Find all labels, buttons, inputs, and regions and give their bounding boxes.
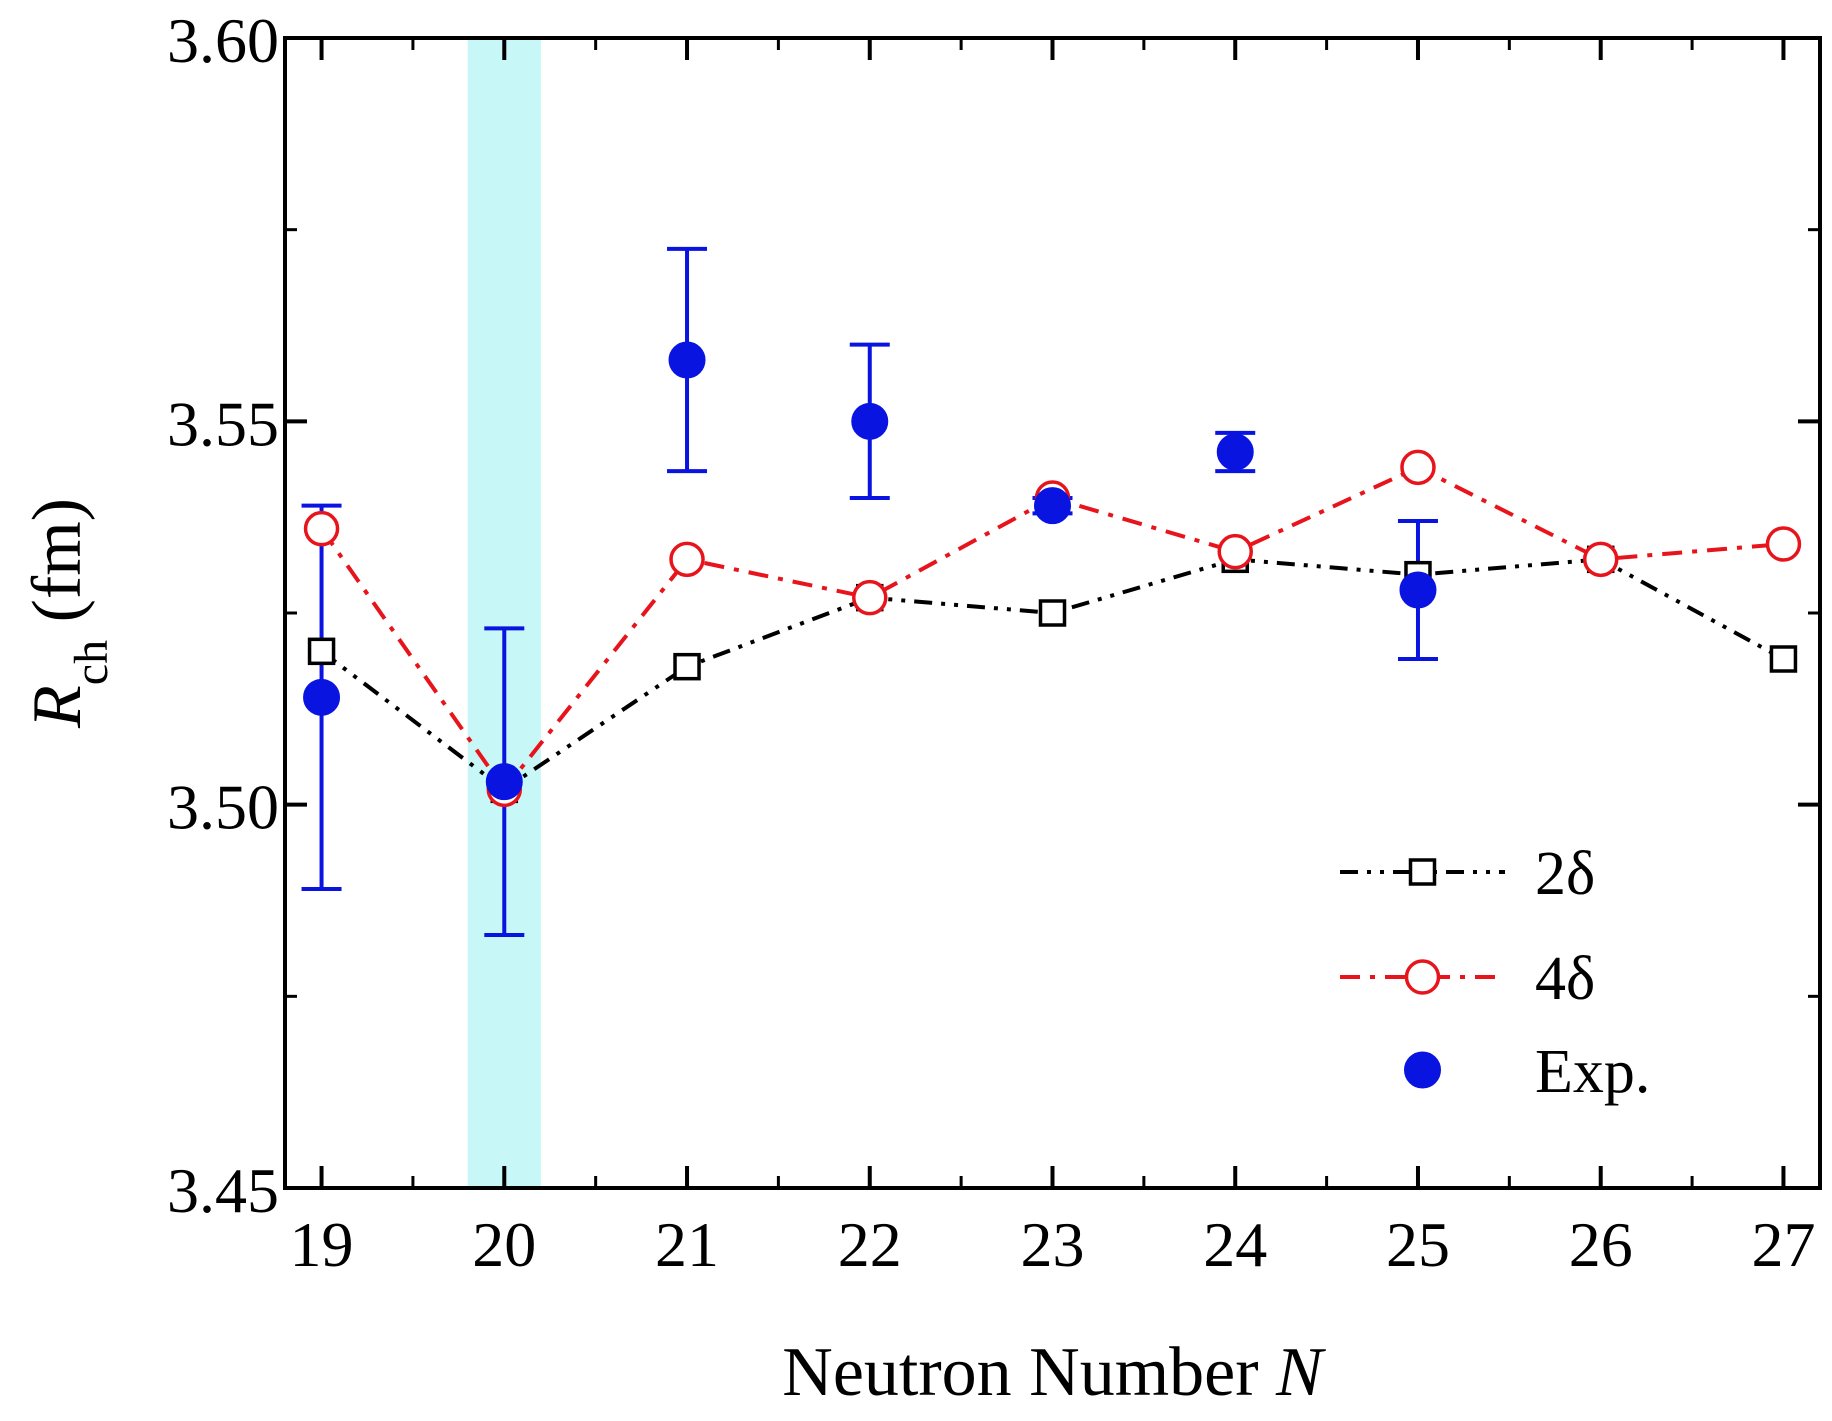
y-axis-title-unit: (fm) — [19, 498, 96, 640]
data-point-4delta — [852, 579, 888, 616]
data-point-exp — [851, 402, 889, 440]
legend-item-exp: Exp. — [1404, 1038, 1650, 1106]
data-point-exp — [1216, 433, 1254, 471]
legend: 2δ 4δ Exp. — [1340, 840, 1650, 1106]
data-point-4delta — [303, 510, 340, 547]
x-tick-label: 26 — [1569, 1209, 1633, 1280]
data-point-2delta — [307, 637, 336, 666]
x-tick-label: 22 — [838, 1209, 902, 1280]
legend-marker-glyph — [1404, 959, 1441, 995]
data-point-exp — [1034, 487, 1071, 525]
y-axis-title-sub: ch — [65, 640, 118, 685]
y-tick-label: 3.60 — [167, 5, 279, 76]
data-point-4delta — [1765, 526, 1802, 562]
data-point-2delta — [673, 652, 701, 681]
shaded-band-n20 — [467, 38, 541, 1188]
data-point-exp — [668, 341, 706, 379]
data-point-2delta — [1038, 599, 1067, 627]
x-axis-title-var: N — [1275, 1334, 1326, 1411]
shaded-band-layer — [467, 38, 541, 1188]
y-tick-label: 3.55 — [167, 388, 279, 459]
y-tick-labels: 3.45 3.50 3.55 3.60 — [167, 5, 279, 1226]
legend-item-2delta: 2δ — [1340, 840, 1595, 908]
legend-label-exp: Exp. — [1535, 1038, 1650, 1106]
x-tick-label: 25 — [1386, 1209, 1450, 1280]
x-tick-label: 21 — [655, 1209, 719, 1280]
y-tick-label: 3.50 — [167, 772, 279, 843]
data-point-4delta — [1582, 541, 1619, 578]
series-markers — [303, 341, 1802, 808]
x-tick-label: 20 — [472, 1209, 536, 1280]
axis-ticks — [285, 36, 1820, 1190]
x-axis-title: Neutron Number N — [782, 1334, 1326, 1411]
x-tick-label: 27 — [1751, 1209, 1815, 1280]
x-axis-title-main: Neutron Number — [782, 1334, 1276, 1411]
data-point-exp — [1399, 571, 1437, 609]
y-axis-title-var: R — [19, 685, 96, 729]
x-tick-label: 23 — [1021, 1209, 1085, 1280]
x-tick-labels: 19 20 21 22 23 24 25 26 27 — [290, 1209, 1816, 1280]
data-point-4delta — [669, 541, 705, 578]
data-point-4delta — [1400, 449, 1436, 486]
x-tick-label: 19 — [290, 1209, 354, 1280]
legend-marker-2delta — [1408, 858, 1437, 886]
legend-item-4delta: 4δ — [1340, 945, 1595, 1013]
legend-label-4delta: 4δ — [1535, 945, 1595, 1013]
data-point-exp — [303, 678, 341, 716]
data-point-4delta — [1217, 533, 1253, 570]
data-point-exp — [485, 763, 523, 801]
legend-marker-glyph — [1404, 1051, 1441, 1089]
legend-marker-glyph — [1408, 858, 1437, 886]
data-point-2delta — [1769, 645, 1798, 673]
y-tick-label: 3.45 — [167, 1155, 279, 1226]
legend-marker-exp — [1404, 1051, 1441, 1089]
y-axis-title: Rch (fm) — [19, 498, 118, 729]
legend-marker-4delta — [1404, 959, 1441, 995]
x-tick-label: 24 — [1203, 1209, 1267, 1280]
legend-label-2delta: 2δ — [1535, 840, 1595, 908]
